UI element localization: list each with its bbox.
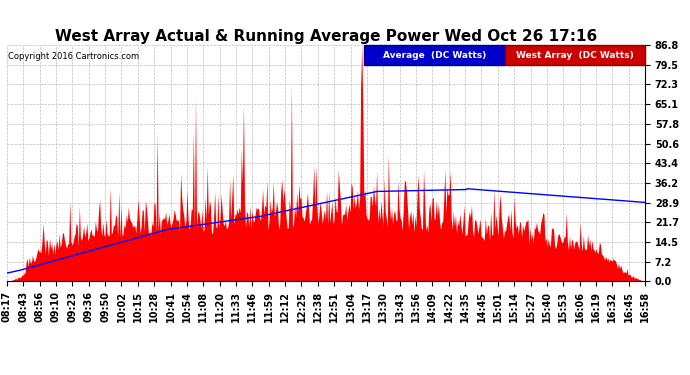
Text: West Array  (DC Watts): West Array (DC Watts)	[516, 51, 634, 60]
Text: Copyright 2016 Cartronics.com: Copyright 2016 Cartronics.com	[8, 52, 139, 61]
FancyBboxPatch shape	[364, 45, 505, 65]
FancyBboxPatch shape	[505, 45, 645, 65]
Title: West Array Actual & Running Average Power Wed Oct 26 17:16: West Array Actual & Running Average Powe…	[55, 29, 597, 44]
Text: Average  (DC Watts): Average (DC Watts)	[383, 51, 486, 60]
